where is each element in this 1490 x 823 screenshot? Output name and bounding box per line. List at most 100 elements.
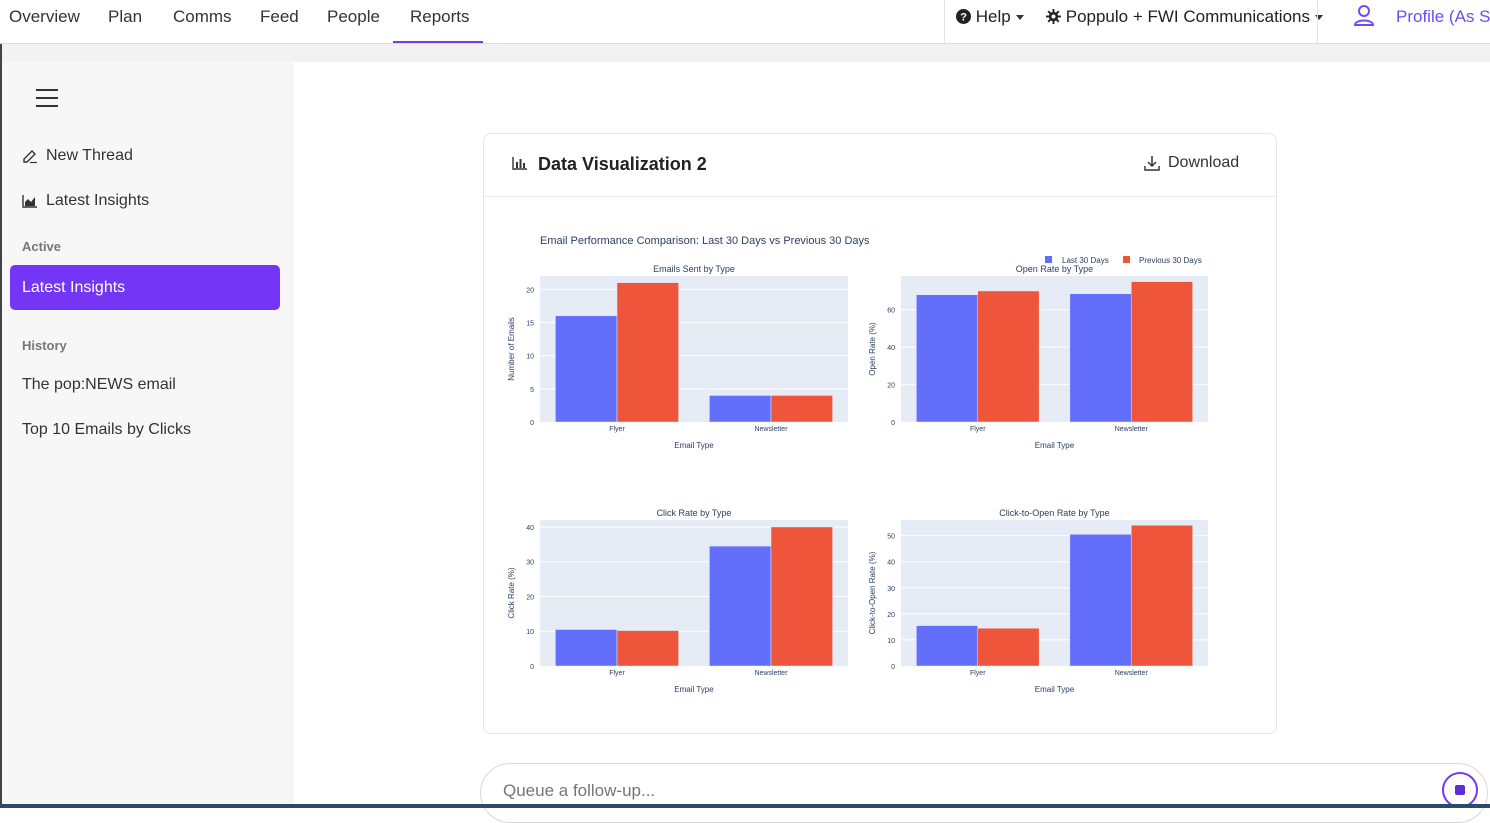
nav-divider: [1317, 0, 1318, 43]
download-icon: [1144, 156, 1160, 171]
y-tick-label: 0: [530, 420, 534, 427]
chevron-down-icon: [1314, 15, 1323, 21]
tab-feed[interactable]: Feed: [260, 7, 299, 26]
tab-reports[interactable]: Reports: [393, 0, 483, 43]
question-circle-icon: ?: [956, 9, 971, 24]
profile-label: Profile (As S: [1396, 7, 1490, 26]
followup-input[interactable]: [503, 778, 1403, 804]
y-tick-label: 15: [526, 320, 534, 327]
y-tick-label: 40: [526, 525, 534, 532]
x-tick-label: Flyer: [609, 426, 625, 433]
tab-overview[interactable]: Overview: [9, 7, 80, 26]
window-edge: [0, 44, 2, 808]
help-label: Help: [975, 7, 1011, 26]
help-menu[interactable]: ? Help: [956, 0, 1024, 33]
area-chart-icon: [22, 195, 37, 208]
followup-composer: [480, 763, 1488, 823]
stop-icon: [1455, 785, 1465, 795]
bar: [916, 625, 979, 667]
y-tick-label: 40: [887, 560, 895, 567]
chart-title: Email Performance Comparison: Last 30 Da…: [540, 235, 870, 247]
visualization-card: Data Visualization 2 Download Email Perf…: [483, 133, 1277, 734]
user-icon: [1353, 5, 1375, 26]
history-item[interactable]: The pop:NEWS email: [22, 376, 176, 393]
bar: [770, 395, 833, 423]
bar: [977, 290, 1040, 423]
y-tick-label: 30: [526, 560, 534, 567]
x-tick-label: Newsletter: [1115, 426, 1149, 433]
y-tick-label: 5: [530, 387, 534, 394]
svg-text:?: ?: [960, 12, 967, 24]
bar: [555, 629, 618, 667]
org-label: Poppulo + FWI Communications: [1065, 7, 1310, 26]
pencil-icon: [23, 150, 37, 164]
x-tick-label: Flyer: [970, 426, 986, 433]
tab-comms[interactable]: Comms: [173, 7, 232, 26]
bar: [555, 315, 618, 423]
x-tick-label: Flyer: [970, 670, 986, 677]
y-tick-label: 40: [887, 345, 895, 352]
org-menu[interactable]: Poppulo + FWI Communications: [1046, 0, 1323, 33]
new-thread-button[interactable]: New Thread: [22, 147, 133, 165]
hamburger-menu-icon[interactable]: [36, 89, 58, 107]
legend-swatch: [1045, 256, 1052, 263]
latest-insights-button[interactable]: Latest Insights: [22, 192, 149, 210]
top-nav: Overview Plan Comms Feed People Reports …: [0, 0, 1490, 44]
x-tick-label: Newsletter: [754, 670, 788, 677]
bar: [1069, 534, 1132, 667]
header-gap: [2, 44, 1490, 62]
card-header: Data Visualization 2 Download: [484, 134, 1276, 197]
x-axis-label: Email Type: [674, 685, 714, 694]
download-button[interactable]: Download: [1144, 154, 1239, 172]
tab-plan[interactable]: Plan: [108, 7, 143, 26]
y-axis-label: Click-to-Open Rate (%): [868, 551, 877, 634]
bar: [1131, 524, 1193, 667]
active-heading: Active: [22, 239, 62, 254]
legend-label: Last 30 Days: [1062, 256, 1109, 265]
sidebar: [2, 62, 294, 808]
chevron-down-icon: [1015, 15, 1024, 21]
y-tick-label: 50: [887, 534, 895, 541]
bar: [616, 282, 679, 423]
bar: [916, 294, 979, 423]
download-label: Download: [1168, 154, 1240, 171]
taskbar-edge: [0, 804, 1490, 808]
y-tick-label: 0: [891, 420, 895, 427]
bar-chart-icon: [512, 157, 527, 170]
x-axis-label: Email Type: [1035, 441, 1075, 450]
x-axis-label: Email Type: [1035, 685, 1075, 694]
y-axis-label: Click Rate (%): [507, 567, 516, 618]
x-tick-label: Flyer: [609, 670, 625, 677]
bar: [709, 545, 772, 667]
y-tick-label: 30: [887, 586, 895, 593]
tab-people[interactable]: People: [327, 7, 380, 26]
y-tick-label: 20: [887, 612, 895, 619]
gear-icon: [1046, 9, 1061, 24]
stop-button[interactable]: [1442, 772, 1478, 808]
history-heading: History: [22, 338, 67, 353]
y-tick-label: 0: [891, 664, 895, 671]
y-tick-label: 10: [887, 638, 895, 645]
bar: [1069, 293, 1132, 423]
y-axis-label: Open Rate (%): [868, 322, 877, 376]
subplot-title: Click Rate by Type: [657, 508, 732, 518]
subplot-title: Emails Sent by Type: [653, 264, 735, 274]
y-tick-label: 20: [526, 287, 534, 294]
x-tick-label: Newsletter: [754, 426, 788, 433]
latest-insights-label: Latest Insights: [46, 192, 150, 209]
profile-menu[interactable]: Profile (As S: [1352, 0, 1490, 33]
y-axis-label: Number of Emails: [507, 317, 516, 381]
y-tick-label: 0: [530, 664, 534, 671]
y-tick-label: 10: [526, 629, 534, 636]
active-thread-latest-insights[interactable]: Latest Insights: [10, 265, 280, 310]
bar: [1131, 281, 1193, 423]
card-title: Data Visualization 2: [538, 154, 707, 174]
legend-swatch: [1123, 256, 1130, 263]
y-tick-label: 10: [526, 354, 534, 361]
bar: [770, 526, 833, 667]
history-item[interactable]: Top 10 Emails by Clicks: [22, 421, 191, 438]
subplot-title: Open Rate by Type: [1016, 264, 1093, 274]
y-tick-label: 60: [887, 308, 895, 315]
y-tick-label: 20: [526, 594, 534, 601]
subplot-title: Click-to-Open Rate by Type: [999, 508, 1109, 518]
